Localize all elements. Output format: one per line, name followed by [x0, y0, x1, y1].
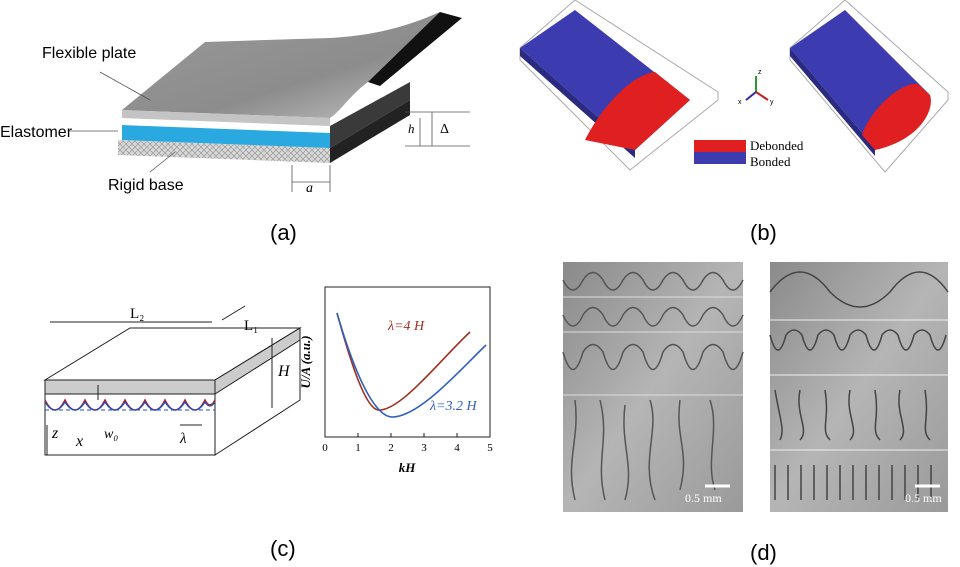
- label: a: [306, 181, 313, 196]
- label: Δ: [440, 122, 449, 137]
- label: w₀: [104, 427, 118, 442]
- panel-label: (c): [270, 536, 296, 561]
- label: λ: [179, 431, 187, 447]
- box-layer: [45, 380, 215, 394]
- x-tick-label: 1: [355, 442, 361, 454]
- legend-label: Bonded: [750, 154, 791, 169]
- shape: [756, 92, 768, 100]
- x-tick-label: 0: [322, 442, 328, 454]
- panel-d: 0.5 mm 0.5 mm (d): [563, 262, 948, 565]
- scale-label: 0.5 mm: [905, 491, 942, 505]
- axis-label: y: [770, 99, 774, 106]
- label: Elastomer: [0, 124, 73, 141]
- y-axis-label: U/A (a.u.): [298, 335, 313, 388]
- panel-label: (a): [270, 220, 297, 245]
- figure: Flexible plate Elastomer Rigid base h Δ …: [0, 0, 960, 567]
- x-tick-label: 5: [487, 442, 493, 454]
- legend-swatch: [694, 140, 746, 152]
- label: h: [408, 121, 415, 136]
- curve-label: λ=4 H: [387, 319, 425, 334]
- label: Rigid base: [108, 177, 184, 194]
- label: L₁: [244, 318, 258, 334]
- panel-b: z x y Debonded Bonded (b): [520, 0, 948, 245]
- x-tick-label: 3: [421, 442, 427, 454]
- scale-label: 0.5 mm: [685, 491, 722, 505]
- axis-triad: [746, 76, 768, 100]
- x-tick-label: 4: [454, 442, 460, 454]
- label: Flexible plate: [42, 45, 136, 62]
- legend-label: Debonded: [750, 138, 804, 153]
- legend-swatch: [694, 152, 746, 164]
- micrograph: [770, 262, 948, 512]
- panel-label: (b): [750, 220, 777, 245]
- label: z: [51, 425, 59, 442]
- label: L₂: [130, 306, 144, 322]
- panel-label: (d): [750, 540, 777, 565]
- label: H: [277, 363, 291, 380]
- shape: [100, 72, 150, 100]
- axis-label: x: [738, 99, 742, 106]
- x-axis-label: kH: [399, 460, 417, 475]
- shape: [222, 306, 245, 320]
- panel-a: Flexible plate Elastomer Rigid base h Δ …: [0, 12, 470, 245]
- shape: [746, 92, 756, 100]
- x-tick-label: 2: [388, 442, 394, 454]
- axis-label: z: [758, 69, 762, 76]
- curve-label: λ=3.2 H: [429, 399, 478, 414]
- plot-frame: [325, 287, 490, 437]
- label: x: [75, 433, 83, 450]
- panel-c: L₂ L₁ H z x w₀ λ λ=4 H λ=3.2 H U/A (a.u.…: [45, 287, 490, 561]
- micrograph: [563, 262, 743, 512]
